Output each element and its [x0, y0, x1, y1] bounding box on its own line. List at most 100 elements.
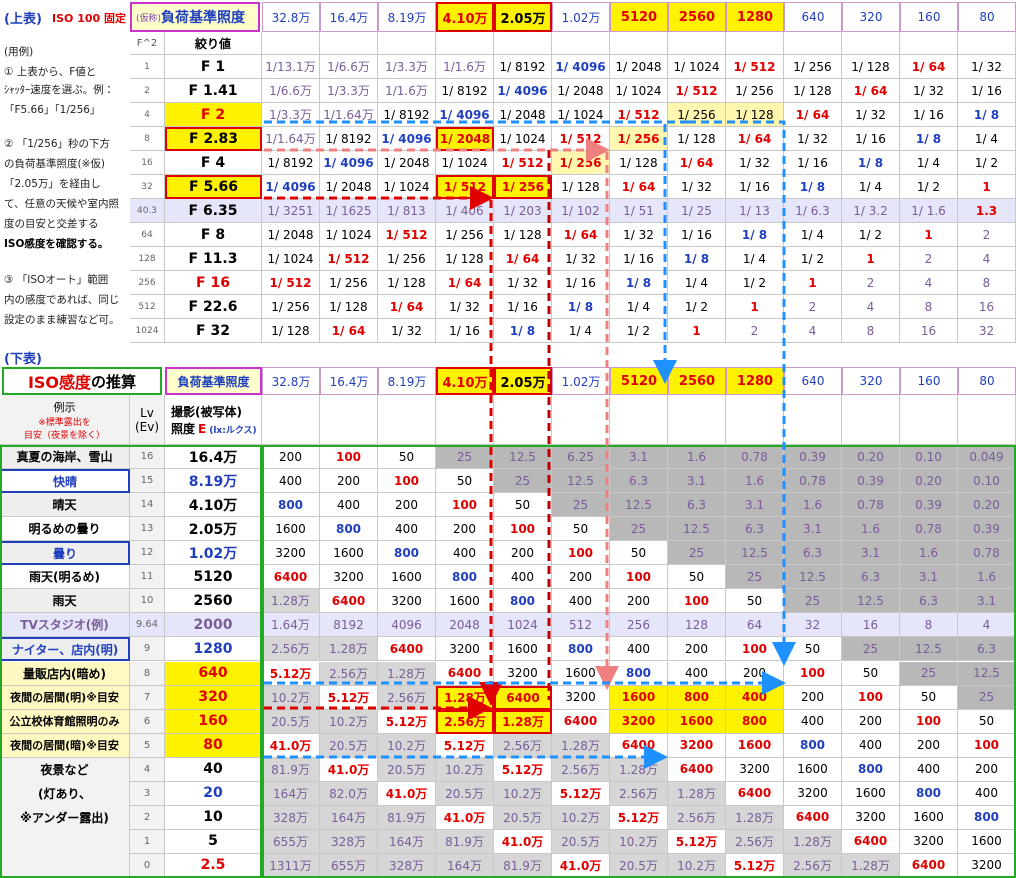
iso-value: 12.5 — [726, 541, 784, 566]
iso-value: 1.28万 — [784, 829, 842, 854]
shutter-speed: 1/ 128 — [552, 175, 610, 199]
aperture: F 4 — [165, 151, 262, 175]
shutter-speed: 4 — [958, 247, 1016, 271]
f-squared: 16 — [130, 151, 165, 175]
shutter-speed: 1/ 2048 — [552, 79, 610, 103]
aperture: F 1 — [165, 55, 262, 79]
empty-cell — [552, 395, 610, 445]
shutter-speed: 16 — [958, 295, 1016, 319]
example-label: TVスタジオ(例) — [0, 613, 130, 638]
iso-value: 1600 — [610, 685, 668, 710]
iso-value: 6400 — [494, 685, 552, 710]
aperture: F 6.35 — [165, 199, 262, 223]
illuminance: 2000 — [165, 613, 262, 638]
shutter-speed: 1/ 512 — [262, 271, 320, 295]
shutter-speed: 2 — [784, 295, 842, 319]
shutter-speed: 1/ 4096 — [378, 127, 436, 151]
iso-value: 800 — [726, 709, 784, 734]
iso-value: 3.1 — [900, 565, 958, 590]
iso-value: 5.12万 — [668, 829, 726, 854]
f-squared: 8 — [130, 127, 165, 151]
iso-value: 12.5 — [784, 565, 842, 590]
shutter-speed: 1/ 8192 — [262, 151, 320, 175]
iso-value: 41.0万 — [262, 733, 320, 758]
header-value: 32.8万 — [262, 2, 320, 32]
iso-value: 3.1 — [726, 493, 784, 518]
shutter-speed: 1/ 32 — [784, 127, 842, 151]
shutter-speed: 1/ 128 — [262, 319, 320, 343]
iso-value: 1.28万 — [842, 853, 900, 878]
iso-value: 200 — [320, 469, 378, 494]
empty-cell — [668, 395, 726, 445]
shutter-speed: 1/ 8 — [900, 127, 958, 151]
example-label: 晴天 — [0, 493, 130, 518]
shutter-speed: 4 — [784, 319, 842, 343]
iso-value: 5.12万 — [552, 781, 610, 806]
lv-value: 13 — [130, 517, 165, 542]
example-label: 曇り — [0, 541, 130, 566]
col-header-text: 照度 E (lx:ルクス) — [171, 420, 257, 437]
shutter-speed: 1/ 102 — [552, 199, 610, 223]
iso-value: 200 — [552, 565, 610, 590]
f-squared: 64 — [130, 223, 165, 247]
iso-value: 1.28万 — [262, 589, 320, 614]
iso-value: 1600 — [784, 757, 842, 782]
shutter-speed: 1/ 3.2 — [842, 199, 900, 223]
iso-value: 1.6 — [668, 445, 726, 470]
shutter-speed: 1/ 2 — [726, 271, 784, 295]
iso-value: 1.28万 — [494, 709, 552, 734]
iso-value: 200 — [262, 445, 320, 470]
iso-value: 41.0万 — [494, 829, 552, 854]
shutter-speed: 1/ 51 — [610, 199, 668, 223]
iso-value: 6400 — [726, 781, 784, 806]
header-value: 2.05万 — [494, 2, 552, 32]
empty-cell — [668, 32, 726, 55]
iso-value: 100 — [784, 661, 842, 686]
shutter-speed: 1/ 16 — [784, 151, 842, 175]
iso-value: 3200 — [958, 853, 1016, 878]
note-line: 「2.05万」を経由し — [4, 178, 101, 190]
iso-value: 5.12万 — [378, 709, 436, 734]
iso-value: 12.5 — [958, 661, 1016, 686]
iso-value: 0.10 — [900, 445, 958, 470]
shutter-speed: 1/ 2048 — [262, 223, 320, 247]
shutter-speed: 1/ 4096 — [262, 175, 320, 199]
iso-value: 1600 — [378, 565, 436, 590]
shutter-speed: 1/ 2 — [842, 223, 900, 247]
iso-value: 5.12万 — [436, 733, 494, 758]
iso-value: 1.28万 — [610, 757, 668, 782]
iso-value: 1600 — [494, 637, 552, 662]
header-box: (仮称) 負荷基準照度 — [130, 2, 260, 32]
shutter-speed: 2 — [726, 319, 784, 343]
shutter-speed: 32 — [958, 319, 1016, 343]
f-squared: 2 — [130, 79, 165, 103]
iso-value: 3.1 — [842, 541, 900, 566]
iso-value: 3200 — [610, 709, 668, 734]
iso-value: 800 — [262, 493, 320, 518]
iso-value: 0.78 — [842, 493, 900, 518]
shutter-speed: 1/ 13 — [726, 199, 784, 223]
shutter-speed: 1/ 64 — [378, 295, 436, 319]
iso-value: 8 — [900, 613, 958, 638]
iso-value: 400 — [900, 757, 958, 782]
header-value: 8.19万 — [378, 367, 436, 395]
iso-value: 800 — [436, 565, 494, 590]
iso-value: 0.39 — [784, 445, 842, 470]
shutter-speed: 1/ 128 — [784, 79, 842, 103]
lv-value: 5 — [130, 733, 165, 758]
shutter-speed: 1/ 8 — [958, 103, 1016, 127]
shutter-speed: 1/ 16 — [436, 319, 494, 343]
iso-value: 50 — [726, 589, 784, 614]
iso-value: 20.5万 — [610, 853, 668, 878]
iso-value: 6.3 — [668, 493, 726, 518]
shutter-speed: 1/ 4 — [668, 271, 726, 295]
iso-value: 1600 — [552, 661, 610, 686]
shutter-speed: 1/ 8192 — [320, 127, 378, 151]
shutter-speed: 16 — [900, 319, 958, 343]
iso-value: 655万 — [320, 853, 378, 878]
iso-value: 81.9万 — [494, 853, 552, 878]
shutter-speed: 1/1.64万 — [320, 103, 378, 127]
iso-value: 50 — [842, 661, 900, 686]
header-prefix: (仮称) — [136, 13, 162, 24]
shutter-speed: 1/ 1625 — [320, 199, 378, 223]
